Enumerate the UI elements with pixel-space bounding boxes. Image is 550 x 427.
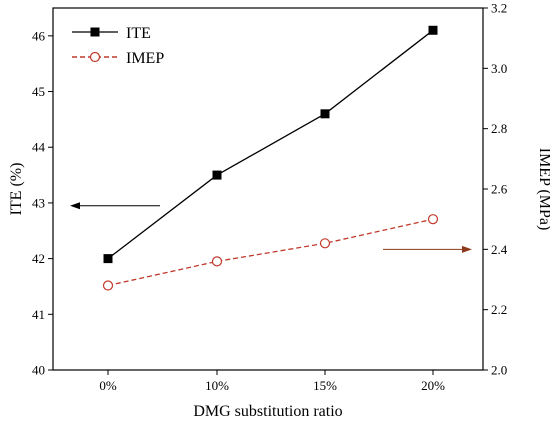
legend-imep-label: IMEP: [126, 50, 164, 67]
right-y-tick-label: 3.0: [491, 61, 507, 76]
x-axis-ticks: 0% 10% 15% 20%: [99, 370, 445, 393]
left-y-tick-label: 40: [32, 363, 45, 378]
data-point-ite: [103, 254, 113, 264]
plot-frame: [52, 7, 484, 371]
right-arrow-head: [462, 245, 472, 253]
data-point-imep: [102, 280, 114, 291]
x-axis-title: DMG substitution ratio: [193, 403, 342, 420]
series-line-imep: [107, 218, 434, 287]
data-point-ite: [320, 109, 330, 119]
data-point-imep: [211, 256, 223, 267]
left-y-axis-title: ITE (%): [8, 163, 25, 216]
legend: ITE IMEP: [72, 25, 164, 67]
left-y-tick-label: 43: [32, 195, 45, 210]
right-y-tick-label: 2.2: [491, 302, 507, 317]
data-point-imep: [427, 214, 439, 225]
x-tick-label: 0%: [99, 378, 117, 393]
right-y-tick-label: 3.2: [491, 1, 507, 16]
left-y-tick-label: 45: [32, 84, 45, 99]
left-y-tick-label: 46: [32, 28, 46, 43]
legend-ite-marker: [90, 27, 100, 37]
left-y-tick-label: 41: [32, 307, 45, 322]
left-arrow-head: [70, 202, 80, 210]
data-point-ite: [428, 25, 438, 35]
data-point-ite: [212, 170, 222, 180]
left-y-tick-label: 44: [32, 140, 46, 155]
legend-imep-marker: [89, 51, 101, 63]
series-layer: [102, 25, 439, 291]
data-point-imep: [319, 238, 331, 249]
legend-ite-label: ITE: [126, 25, 151, 42]
right-y-axis-ticks: 2.0 2.2 2.4 2.6 2.8 3.0 3.2: [483, 1, 508, 378]
x-tick-label: 10%: [205, 378, 229, 393]
left-y-tick-label: 42: [32, 251, 45, 266]
right-y-tick-label: 2.8: [491, 121, 507, 136]
x-tick-label: 15%: [313, 378, 337, 393]
right-y-tick-label: 2.4: [491, 242, 508, 257]
axis-arrows: [70, 202, 472, 253]
right-y-tick-label: 2.0: [491, 363, 507, 378]
right-y-tick-label: 2.6: [491, 182, 508, 197]
left-y-axis-ticks: 40 41 42 43 44 45 46: [32, 28, 53, 378]
series-line-ite: [107, 29, 434, 260]
x-tick-label: 20%: [421, 378, 445, 393]
right-y-axis-title: IMEP (MPa): [536, 148, 550, 231]
